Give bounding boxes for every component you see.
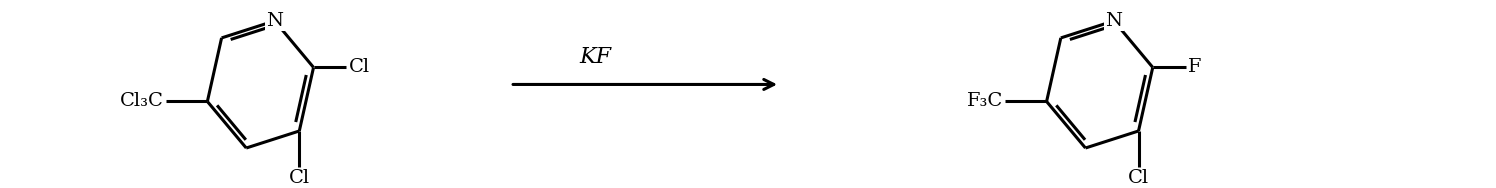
Text: Cl: Cl bbox=[1128, 169, 1149, 187]
Text: F₃C: F₃C bbox=[966, 92, 1004, 111]
Text: Cl₃C: Cl₃C bbox=[120, 92, 165, 111]
Text: N: N bbox=[266, 12, 283, 30]
Text: N: N bbox=[1106, 12, 1122, 30]
Text: Cl: Cl bbox=[289, 169, 310, 187]
Text: Cl: Cl bbox=[349, 58, 370, 76]
Text: KF: KF bbox=[579, 46, 612, 68]
Text: F: F bbox=[1188, 58, 1201, 76]
